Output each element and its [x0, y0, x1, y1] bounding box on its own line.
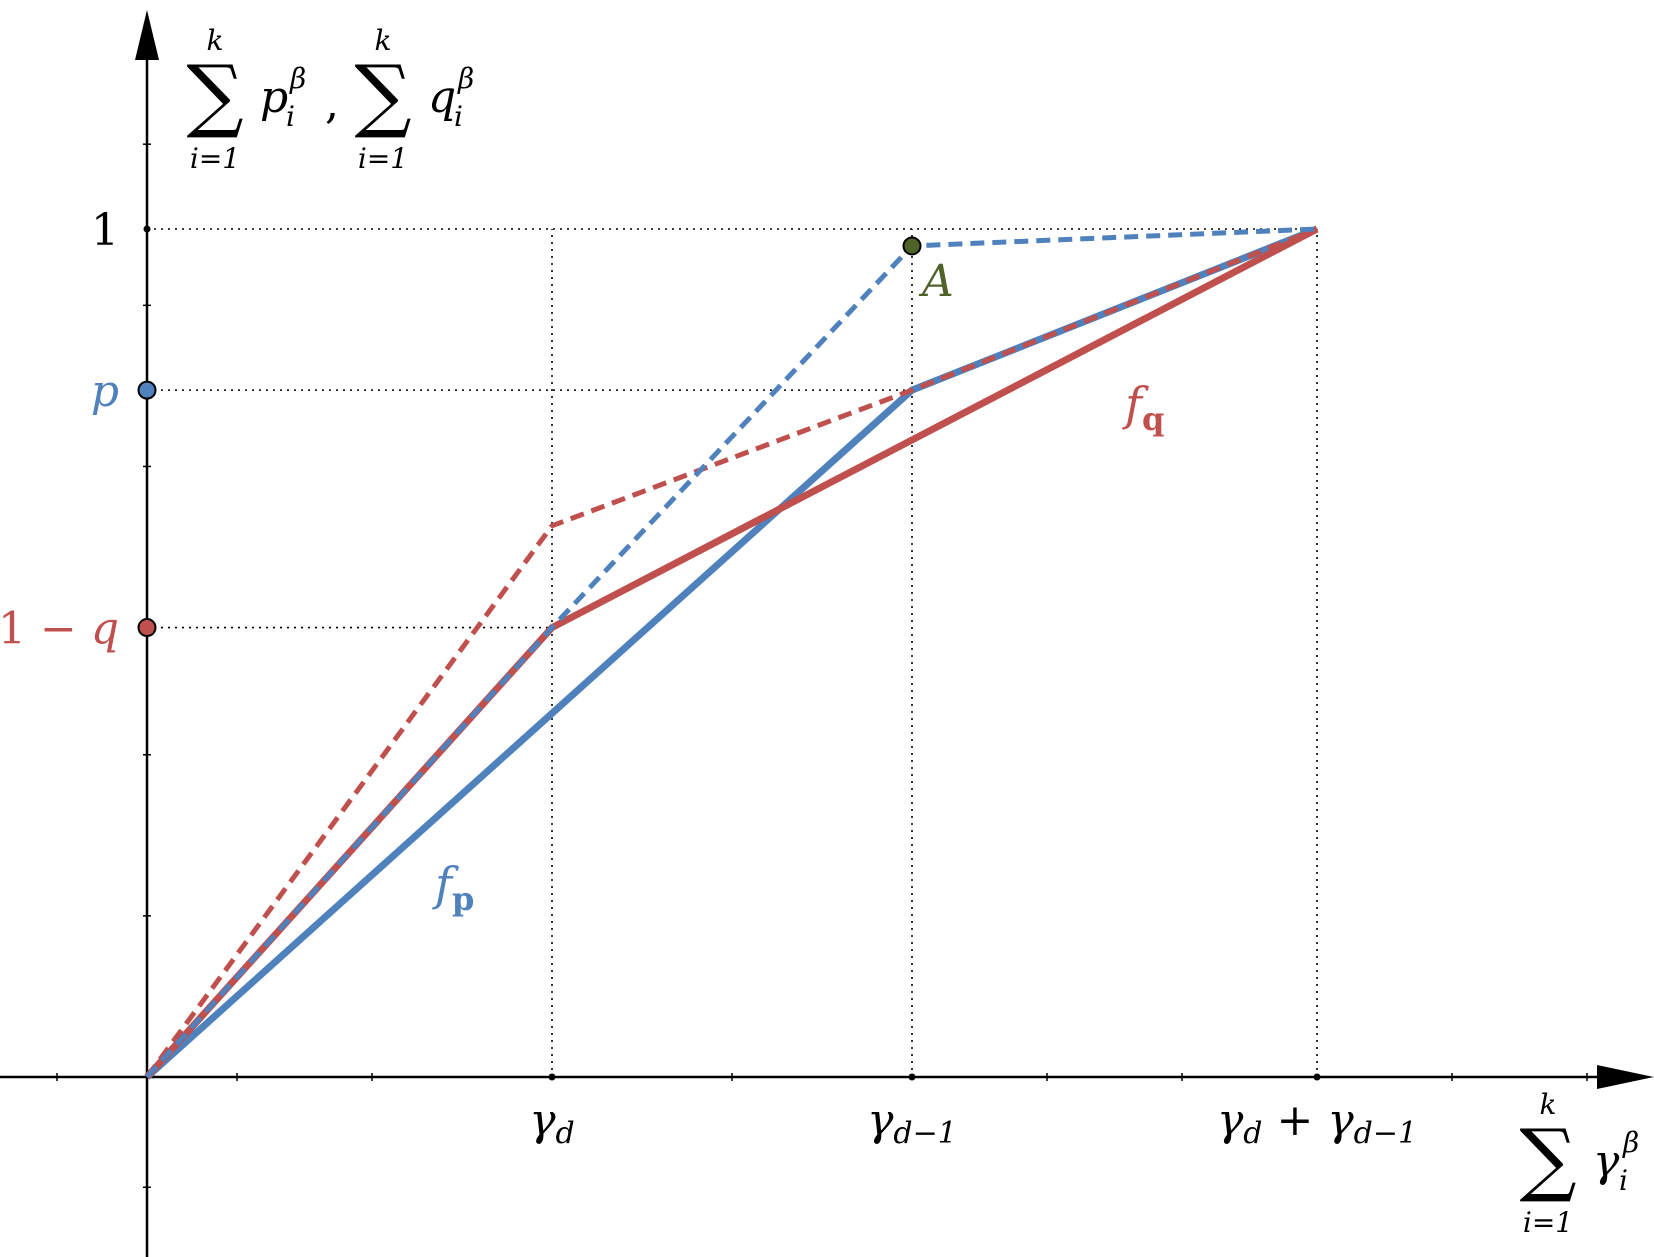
- x-axis-label-upper: k: [1540, 1088, 1557, 1121]
- x-axis-label-sub: i: [1619, 1164, 1628, 1197]
- x-tick-label-1: γd−1: [867, 1095, 957, 1151]
- y-tick-label-1: p: [91, 366, 119, 417]
- x-axis-arrow-icon: [1597, 1065, 1654, 1089]
- y-axis-arrow-icon: [135, 10, 159, 60]
- x-axis-label-var: γ: [1593, 1136, 1620, 1187]
- f-q-solid-line: [144, 225, 1319, 1080]
- axes: [0, 10, 1654, 1257]
- y-axis-label-term-2-sub: i: [454, 100, 463, 133]
- reference-lines: [147, 228, 1318, 1077]
- x-axis-label-lower: i=1: [1523, 1206, 1573, 1239]
- y-axis-label-term-1-upper: k: [207, 24, 224, 57]
- y-axis-label-term-1-sub: i: [286, 100, 295, 133]
- y-tick-marker-2: [137, 618, 157, 638]
- x-tick-label-0: γd: [529, 1095, 575, 1151]
- y-tick-label-0: 1: [91, 205, 119, 256]
- y-axis-label-separator: ,: [325, 78, 339, 129]
- y-axis-label-term-2-sup: β: [457, 62, 474, 95]
- y-axis-label-term-1-sum: ∑: [186, 48, 243, 141]
- x-tick-dot-1: [908, 1073, 916, 1081]
- y-axis-label-term-2-sum: ∑: [354, 48, 411, 141]
- y-tick-marker-1: [137, 380, 157, 400]
- series-2-dashed-line: [144, 226, 1318, 1079]
- f-p-label: fp: [432, 857, 474, 918]
- x-axis-label-sup: β: [1622, 1126, 1639, 1159]
- y-axis-label-term-2-upper: k: [375, 24, 392, 57]
- series-group: [144, 225, 1319, 1080]
- y-axis-label-term-1-var: p: [260, 72, 288, 123]
- y-tick-label-2: 1 − q: [0, 604, 119, 655]
- y-axis-label-term-2: k∑i=1 q βi: [354, 24, 474, 175]
- point-a-marker: [902, 236, 922, 256]
- x-tick-dot-2: [1313, 1073, 1321, 1081]
- y-axis-label-term-1: k∑i=1 p βi: [186, 24, 306, 175]
- point-a-label: A: [918, 256, 954, 307]
- f-q-label: fq: [1122, 377, 1164, 438]
- y-axis-label-term-2-var: q: [428, 72, 456, 123]
- x-axis-label: k∑i=1 γ βi: [1519, 1088, 1639, 1239]
- y-axis-label-term-2-lower: i=1: [358, 142, 408, 175]
- f-p-solid-line: [144, 225, 1319, 1080]
- y-axis-label-term-1-sup: β: [289, 62, 306, 95]
- x-axis-label-sum: ∑: [1519, 1112, 1576, 1205]
- y-axis-label-term-1-lower: i=1: [190, 142, 240, 175]
- x-tick-dot-0: [548, 1073, 556, 1081]
- x-tick-label-2: γd + γd−1: [1217, 1095, 1417, 1151]
- series-3-dashed-line: [145, 226, 1318, 1079]
- y-tick-dot-1: [143, 225, 151, 233]
